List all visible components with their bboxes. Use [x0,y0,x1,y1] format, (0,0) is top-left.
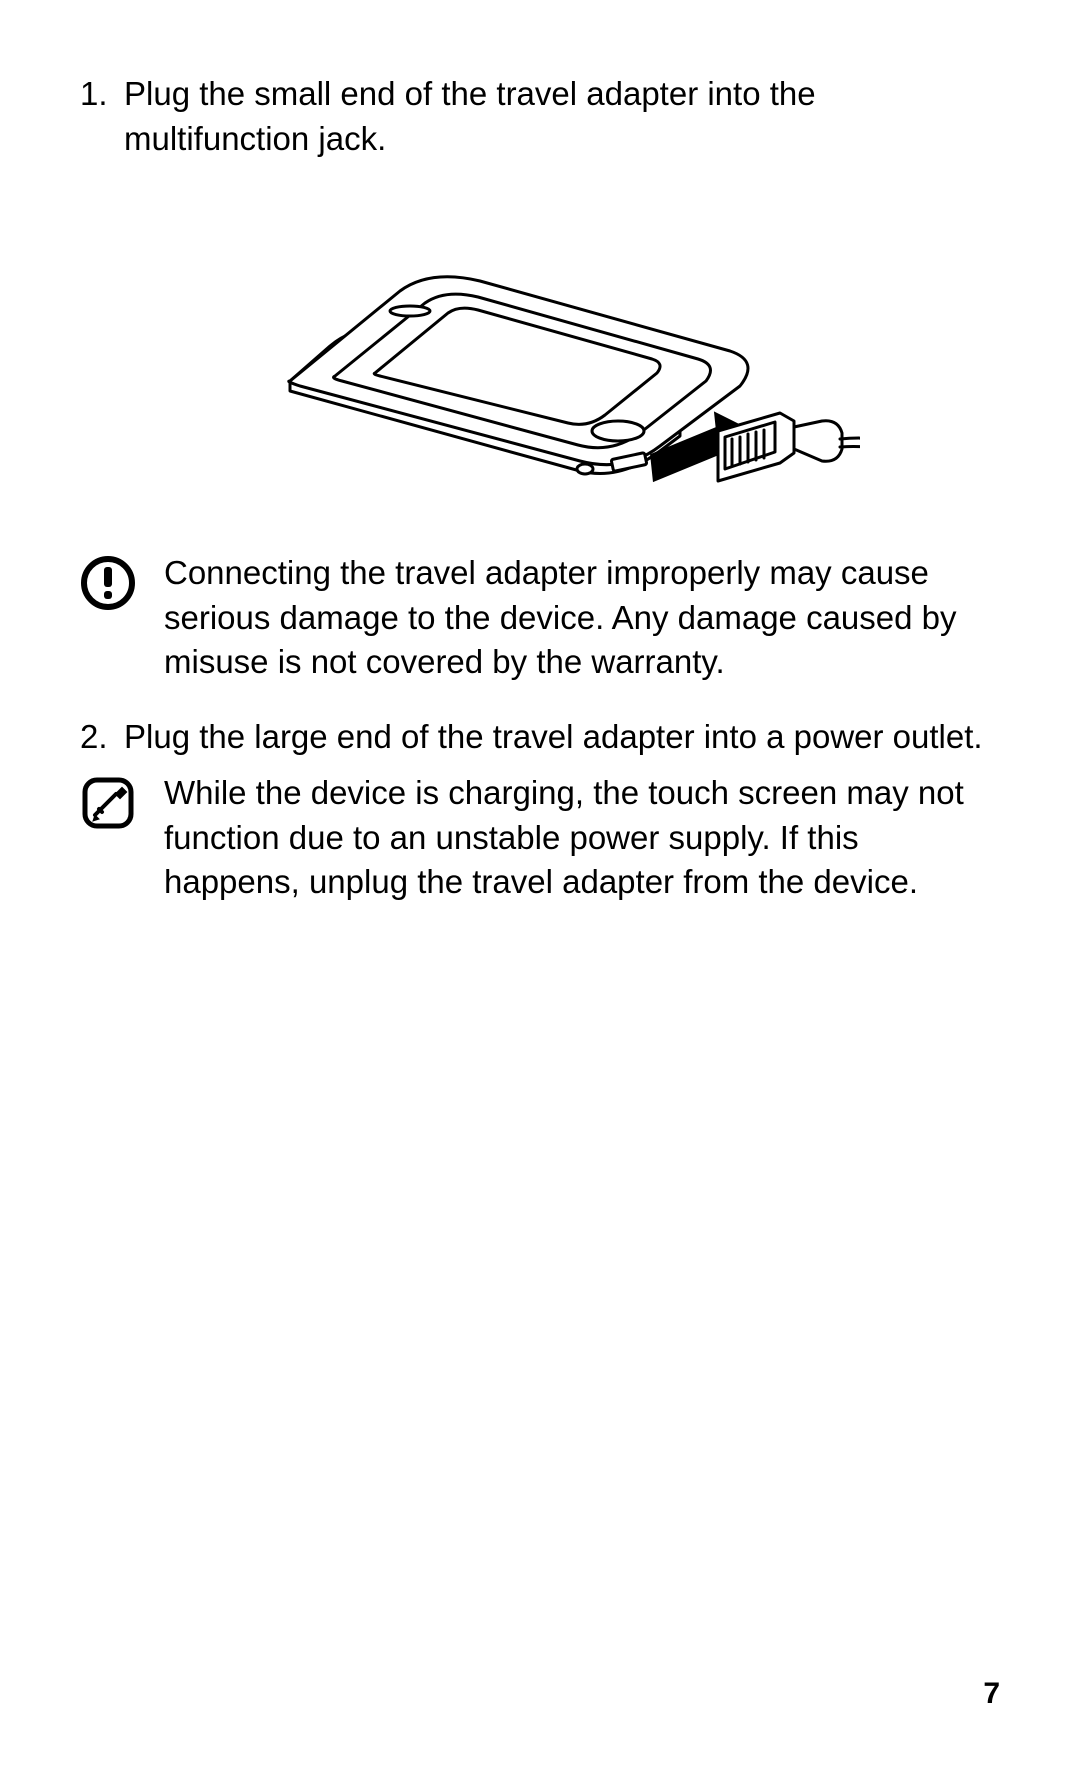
info-row: While the device is charging, the touch … [80,771,1000,905]
warning-row: Connecting the travel adapter improperly… [80,551,1000,685]
page-number: 7 [983,1677,1000,1711]
step-1-text: Plug the small end of the travel adapter… [124,72,1000,161]
info-note-text: While the device is charging, the touch … [144,771,1000,905]
step-2-number: 2. [80,715,124,760]
phone-plug-illustration [220,181,860,511]
charging-diagram [80,181,1000,511]
warning-text: Connecting the travel adapter improperly… [144,551,1000,685]
step-2: 2. Plug the large end of the travel adap… [80,715,1000,760]
note-icon [80,771,144,836]
manual-page: 1. Plug the small end of the travel adap… [0,0,1080,1771]
step-1: 1. Plug the small end of the travel adap… [80,72,1000,161]
step-2-text: Plug the large end of the travel adapter… [124,715,1000,760]
warning-icon [80,551,144,616]
step-1-number: 1. [80,72,124,161]
